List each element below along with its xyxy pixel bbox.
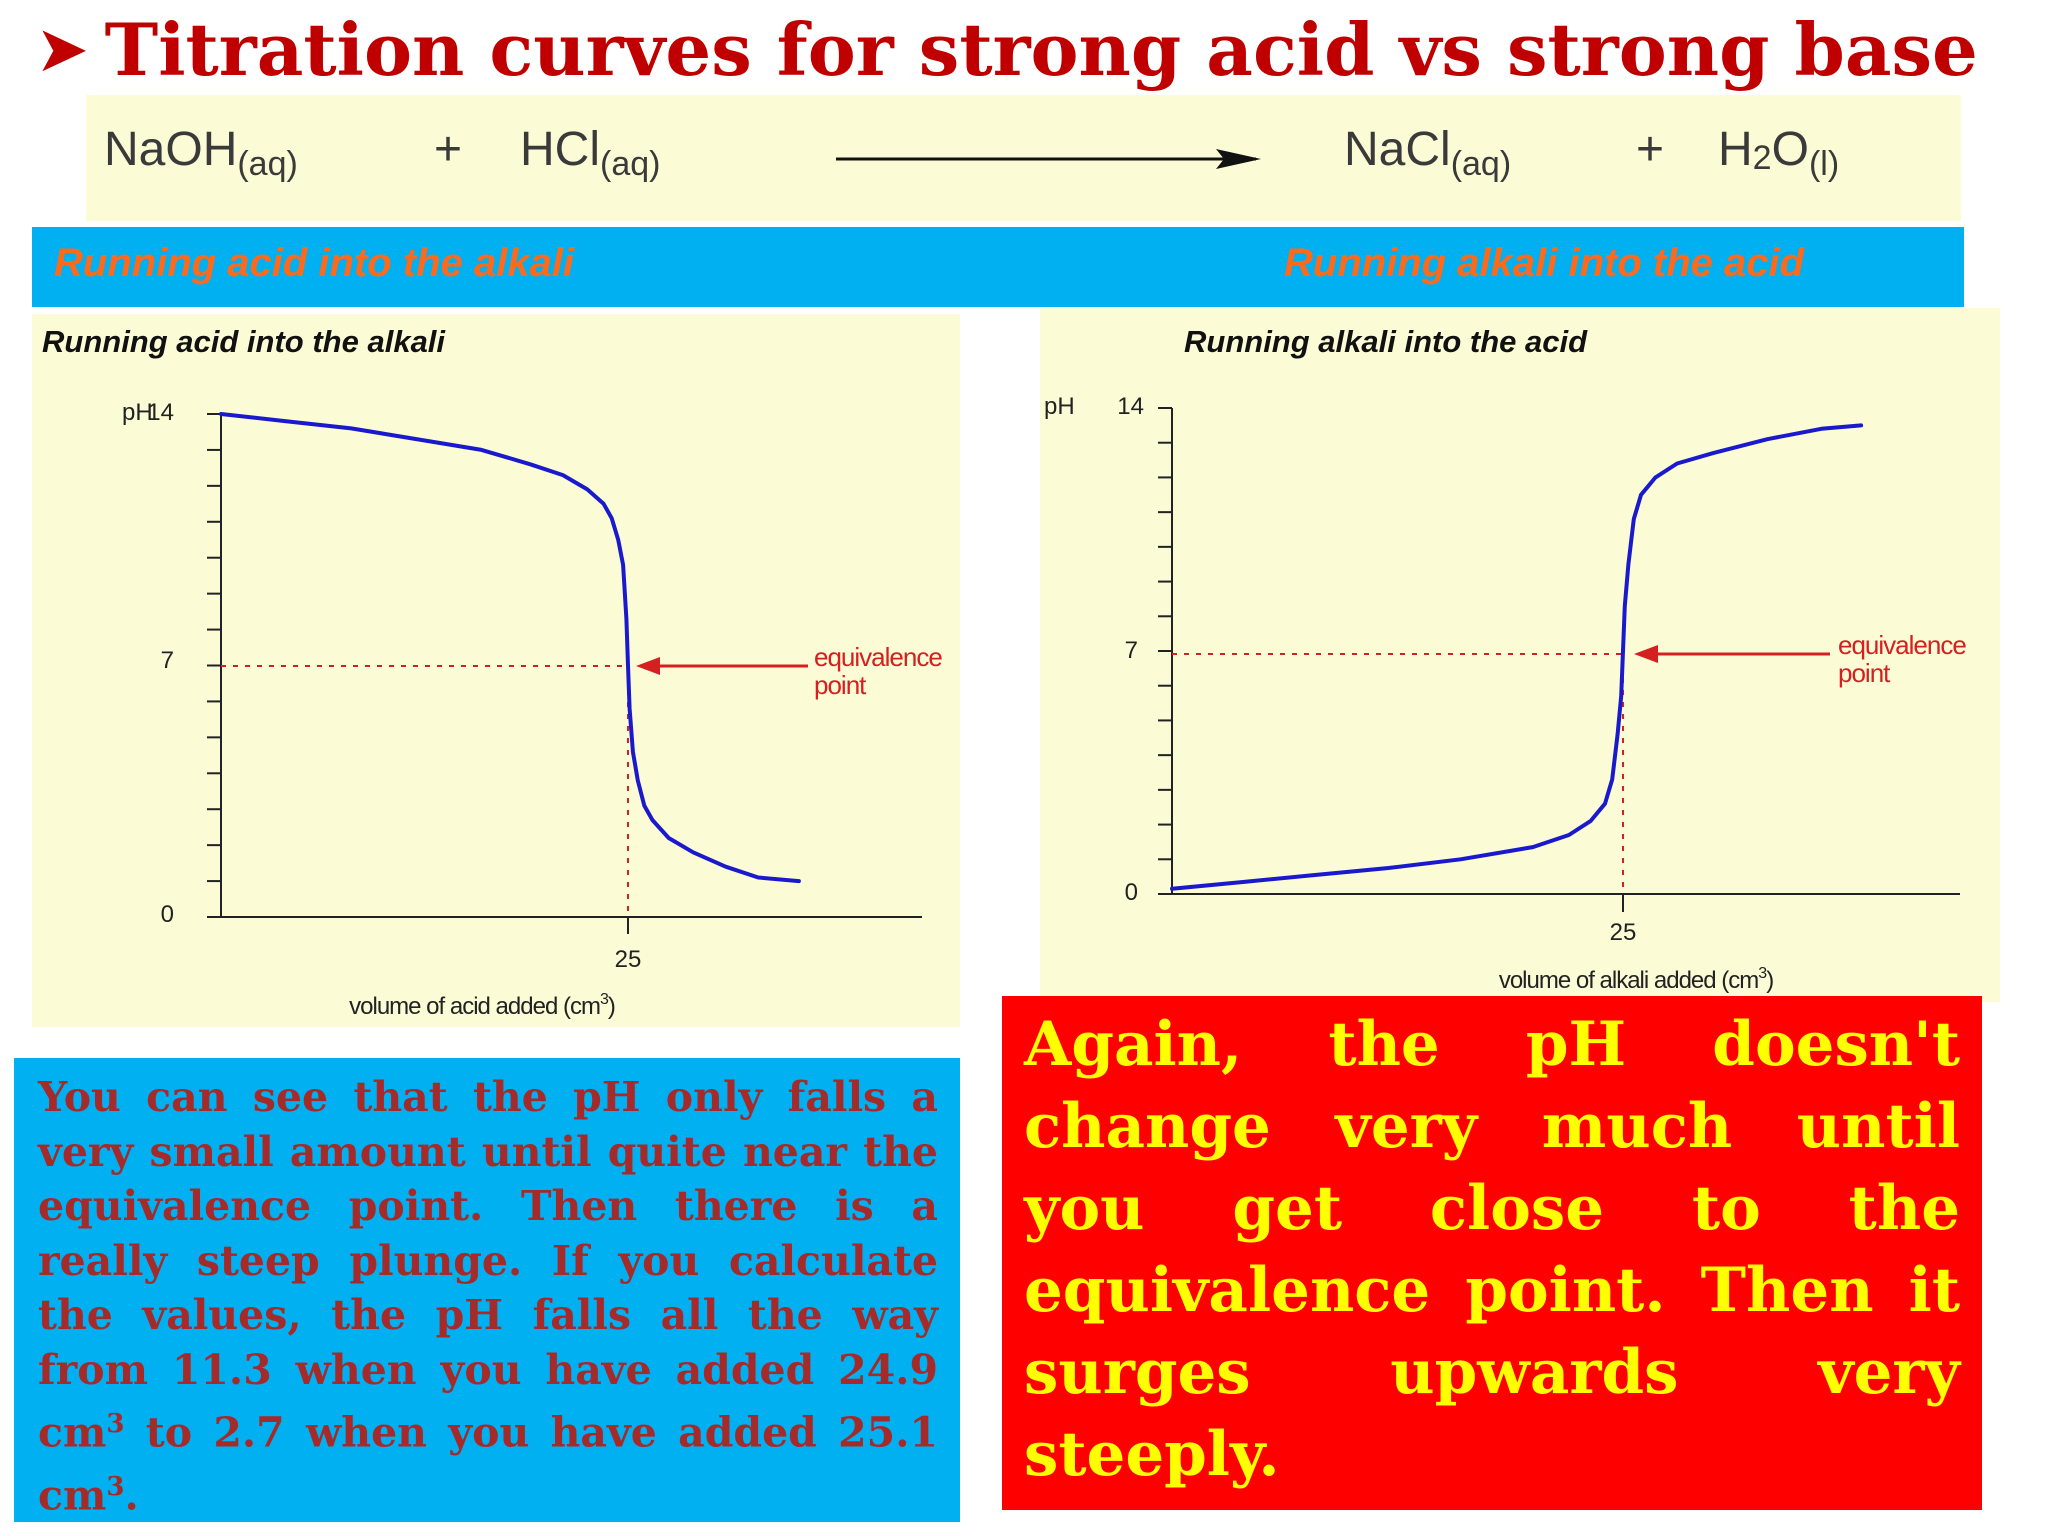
note-left-text-3: . xyxy=(124,1471,139,1520)
y-axis-ticks xyxy=(1158,407,1172,895)
chart-panel-acid-into-alkali: Running acid into the alkali pH 14 7 0 2… xyxy=(32,314,960,1027)
ph-curve xyxy=(219,412,801,884)
title-text: Titration curves for strong acid vs stro… xyxy=(104,7,1978,92)
eq-reactant2: HCl(aq) xyxy=(520,123,660,183)
note-left-text-2: to 2.7 when you have added 25.1 cm xyxy=(38,1408,938,1520)
chart-panel-alkali-into-acid: Running alkali into the acid pH 14 7 0 2… xyxy=(1040,308,2000,1002)
reaction-equation: NaOH(aq) + HCl(aq) NaCl(aq) + H2O(l) xyxy=(86,95,1961,221)
page-title: ➤ Titration curves for strong acid vs str… xyxy=(38,4,2038,94)
y-axis-label: pH xyxy=(1044,393,1075,420)
banner-left-label: Running acid into the alkali xyxy=(54,241,575,285)
chart-alkali-into-acid: Running alkali into the acid pH 14 7 0 2… xyxy=(1044,324,1967,994)
y-tick-label-0: 0 xyxy=(161,901,174,928)
note-left-sup-1: 3 xyxy=(106,1409,125,1439)
reaction-arrow-icon xyxy=(836,149,1261,169)
annotation-point: point xyxy=(1838,658,1891,688)
annotation-equivalence: equivalence xyxy=(1838,630,1966,660)
chart-title: Running acid into the alkali xyxy=(42,324,446,359)
eq-plus-2: + xyxy=(1636,123,1664,176)
chart-acid-into-alkali: Running acid into the alkali pH 14 7 0 2… xyxy=(42,324,943,1020)
arrow-bullet-icon: ➤ xyxy=(38,15,87,83)
x-axis-label: volume of acid added (cm3) xyxy=(349,991,615,1020)
eq-reactant1: NaOH(aq) xyxy=(104,123,298,183)
y-axis-label: pH xyxy=(122,399,153,426)
y-tick-label-14: 14 xyxy=(1117,393,1144,420)
x-axis-label: volume of alkali added (cm3) xyxy=(1499,965,1773,994)
y-tick-label-7: 7 xyxy=(1125,637,1138,664)
y-tick-label-14: 14 xyxy=(147,399,174,426)
note-left-sup-2: 3 xyxy=(106,1472,125,1503)
explanation-note-left: You can see that the pH only falls a ver… xyxy=(14,1058,960,1522)
banner-right-label: Running alkali into the acid xyxy=(1284,241,1805,285)
note-left-text-1: You can see that the pH only falls a ver… xyxy=(38,1073,938,1457)
eq-plus-1: + xyxy=(434,123,462,176)
ph-curve xyxy=(1170,423,1864,891)
eq-product1: NaCl(aq) xyxy=(1344,123,1511,183)
annotation-equivalence: equivalence xyxy=(814,642,942,672)
y-axis-ticks xyxy=(207,413,221,918)
eq-product2: H2O(l) xyxy=(1718,123,1839,183)
equivalence-arrow-icon xyxy=(1634,645,1830,663)
x-tick-label-25: 25 xyxy=(615,946,642,973)
y-tick-label-0: 0 xyxy=(1125,879,1138,906)
y-tick-label-7: 7 xyxy=(161,647,174,674)
annotation-point: point xyxy=(814,670,867,700)
equation-svg: NaOH(aq) + HCl(aq) NaCl(aq) + H2O(l) xyxy=(104,123,1839,183)
section-banner: Running acid into the alkali Running alk… xyxy=(32,227,1964,307)
x-tick-label-25: 25 xyxy=(1610,919,1637,946)
equivalence-arrow-icon xyxy=(636,657,808,675)
explanation-note-right: Again, the pH doesn't change very much u… xyxy=(1002,996,1982,1510)
chart-title: Running alkali into the acid xyxy=(1184,324,1588,359)
